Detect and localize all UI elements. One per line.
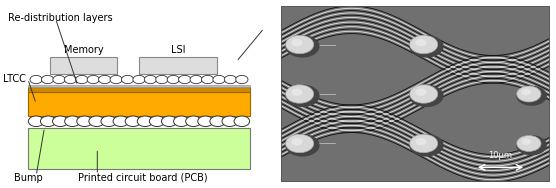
Bar [28, 85, 250, 87]
Circle shape [150, 116, 165, 127]
Circle shape [42, 75, 54, 84]
Circle shape [53, 116, 68, 127]
Circle shape [167, 75, 180, 84]
Circle shape [98, 75, 111, 84]
Text: LTCC: LTCC [3, 74, 26, 84]
Bar [28, 92, 250, 116]
Circle shape [522, 89, 531, 96]
Circle shape [101, 116, 117, 127]
Text: Bump: Bump [14, 173, 43, 183]
Bar [28, 87, 250, 92]
Circle shape [285, 134, 320, 157]
Circle shape [133, 75, 145, 84]
Circle shape [110, 75, 122, 84]
Circle shape [415, 39, 426, 46]
Text: Printed circuit board (PCB): Printed circuit board (PCB) [78, 173, 207, 183]
Circle shape [186, 116, 201, 127]
Circle shape [285, 35, 320, 58]
Text: Re-distribution layers: Re-distribution layers [8, 13, 113, 23]
Circle shape [77, 116, 92, 127]
Circle shape [410, 134, 438, 153]
Circle shape [517, 136, 541, 152]
Circle shape [291, 89, 302, 96]
Circle shape [198, 116, 214, 127]
Circle shape [190, 75, 202, 84]
Circle shape [173, 116, 189, 127]
Circle shape [234, 116, 250, 127]
Text: 10μm: 10μm [489, 151, 513, 160]
Circle shape [409, 134, 444, 157]
Circle shape [286, 134, 314, 153]
Circle shape [53, 75, 65, 84]
Bar [50, 57, 117, 74]
Circle shape [286, 35, 314, 54]
Circle shape [76, 75, 88, 84]
Circle shape [28, 116, 44, 127]
Text: LSI: LSI [171, 45, 185, 55]
Circle shape [113, 116, 128, 127]
Circle shape [516, 135, 547, 155]
Circle shape [156, 75, 168, 84]
Circle shape [87, 75, 100, 84]
Circle shape [410, 35, 438, 54]
Circle shape [517, 86, 541, 102]
Circle shape [213, 75, 225, 84]
Circle shape [224, 75, 236, 84]
Text: Memory: Memory [63, 45, 103, 55]
Circle shape [145, 75, 157, 84]
Circle shape [64, 75, 77, 84]
Circle shape [161, 116, 177, 127]
Circle shape [291, 138, 302, 145]
Bar [139, 57, 217, 74]
Circle shape [236, 75, 248, 84]
Circle shape [285, 84, 320, 107]
Circle shape [201, 75, 214, 84]
Circle shape [522, 139, 531, 145]
Circle shape [89, 116, 105, 127]
Circle shape [137, 116, 153, 127]
Circle shape [125, 116, 141, 127]
Circle shape [121, 75, 133, 84]
Circle shape [415, 89, 426, 96]
Circle shape [410, 85, 438, 103]
Circle shape [409, 84, 444, 107]
Circle shape [286, 85, 314, 103]
Circle shape [222, 116, 237, 127]
Circle shape [516, 86, 547, 106]
Circle shape [291, 39, 302, 46]
Circle shape [415, 138, 426, 145]
Circle shape [178, 75, 191, 84]
Circle shape [41, 116, 56, 127]
Circle shape [64, 116, 80, 127]
Bar [28, 128, 250, 169]
Circle shape [210, 116, 225, 127]
Circle shape [409, 35, 444, 58]
Circle shape [30, 75, 42, 84]
